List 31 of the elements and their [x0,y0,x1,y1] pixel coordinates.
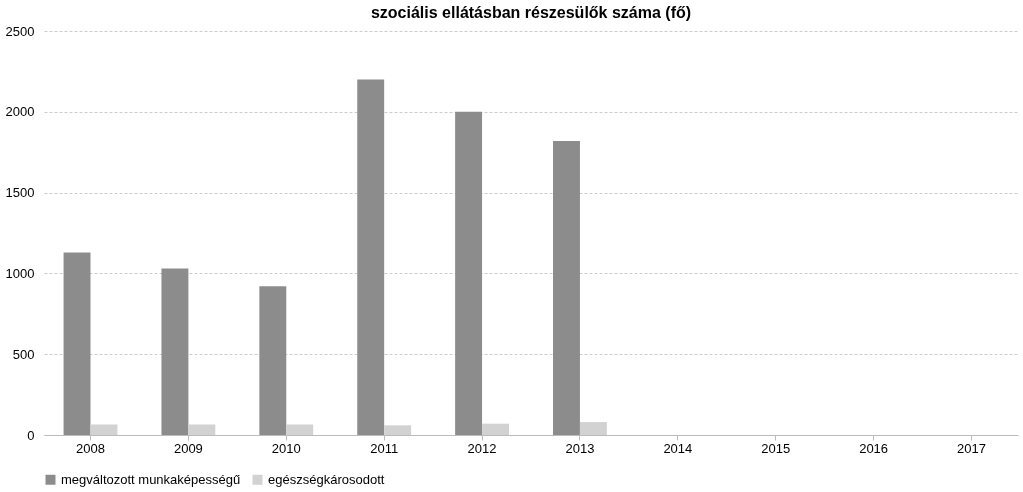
bar [482,423,509,435]
x-tick-label: 2014 [663,440,693,456]
bar [259,286,287,435]
bar [553,140,580,435]
x-tick-label: 2012 [467,440,497,456]
x-tick-label: 2015 [761,440,791,456]
legend-label: megváltozott munkaképességű [61,471,241,487]
y-tick-label: 0 [27,427,35,443]
y-tick-label: 2000 [5,104,35,120]
x-tick-label: 2016 [859,440,889,456]
y-tick-label: 1000 [5,265,35,281]
x-tick-label: 2017 [957,440,986,456]
bar [384,425,412,435]
x-tick-label: 2013 [565,440,595,456]
x-tick-label: 2009 [173,440,203,456]
bar [579,422,607,435]
bar [161,268,189,435]
chart-title: szociális ellátásban részesülők száma (fő) [370,4,692,21]
y-tick-label: 2500 [5,23,35,39]
x-tick-label: 2010 [271,440,301,456]
bar [357,79,385,435]
x-tick-label: 2008 [76,440,105,456]
bar [455,111,483,435]
y-tick-label: 1500 [5,185,35,201]
bar [188,424,216,435]
bar [286,424,314,435]
bar [63,252,91,435]
y-tick-label: 500 [12,346,35,362]
legend-label: egészségkárosodott [268,471,385,487]
bar [90,424,118,435]
x-tick-label: 2011 [370,440,399,456]
